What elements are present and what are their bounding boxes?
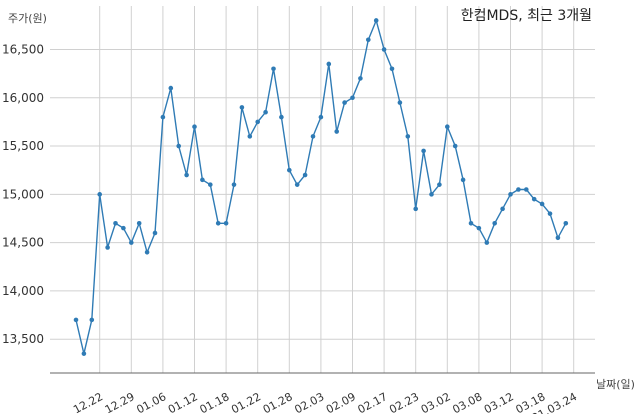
data-point bbox=[129, 240, 134, 245]
data-point bbox=[318, 114, 324, 120]
data-point bbox=[405, 134, 411, 139]
grid bbox=[50, 6, 595, 373]
data-point bbox=[97, 192, 102, 197]
y-tick-label: 14,500 bbox=[2, 236, 44, 250]
data-point bbox=[350, 95, 355, 101]
x-tick-label: 01.22 bbox=[229, 390, 263, 414]
data-point bbox=[271, 66, 276, 72]
data-point bbox=[429, 192, 434, 197]
y-tick-label: 16,500 bbox=[2, 42, 44, 56]
y-tick-label: 15,500 bbox=[2, 139, 44, 153]
data-point bbox=[294, 182, 300, 187]
x-tick-label: 12.29 bbox=[103, 390, 137, 414]
data-point bbox=[468, 221, 474, 226]
data-point bbox=[516, 187, 521, 192]
data-point bbox=[500, 206, 505, 212]
data-point bbox=[555, 235, 561, 241]
data-point bbox=[476, 225, 482, 231]
data-point bbox=[342, 100, 347, 105]
x-tick-label: 12.22 bbox=[71, 390, 105, 414]
data-point bbox=[524, 187, 529, 192]
data-point bbox=[279, 114, 284, 120]
data-point bbox=[381, 47, 387, 52]
data-point bbox=[81, 351, 87, 356]
x-axis-label: 날짜(일) bbox=[596, 377, 635, 391]
data-point bbox=[263, 109, 268, 115]
data-point bbox=[223, 221, 229, 226]
x-tick-label: 01.12 bbox=[166, 390, 200, 414]
data-point bbox=[492, 221, 498, 226]
x-tick-label: 01.18 bbox=[198, 390, 232, 414]
data-point bbox=[160, 114, 166, 120]
data-point bbox=[247, 134, 253, 139]
data-point bbox=[445, 124, 450, 130]
y-tick-label: 15,000 bbox=[2, 187, 44, 201]
data-point bbox=[200, 177, 205, 183]
data-point bbox=[334, 129, 340, 134]
x-tick-labels: 12.2212.2901.0601.1201.1801.2201.2802.03… bbox=[71, 390, 579, 414]
data-point bbox=[192, 124, 197, 130]
x-tick-label: 01.06 bbox=[134, 390, 168, 414]
series bbox=[73, 18, 569, 356]
data-point bbox=[531, 196, 537, 202]
data-point bbox=[136, 221, 142, 226]
data-point bbox=[152, 230, 158, 236]
data-point bbox=[239, 105, 245, 110]
x-tick-label: 02.03 bbox=[292, 390, 326, 414]
x-tick-label: 03.12 bbox=[482, 390, 516, 414]
data-point bbox=[121, 225, 126, 231]
y-tick-label: 14,000 bbox=[2, 284, 44, 298]
y-tick-labels: 13,500 14,000 14,500 15,000 15,500 16,000 16,5… bbox=[2, 42, 44, 346]
x-tick-label: 02.09 bbox=[324, 390, 358, 414]
data-point bbox=[373, 18, 379, 23]
data-point bbox=[366, 37, 371, 43]
data-point bbox=[508, 192, 513, 197]
data-point bbox=[89, 317, 95, 323]
data-point bbox=[437, 182, 442, 187]
data-point bbox=[326, 61, 332, 67]
data-point bbox=[144, 249, 150, 255]
x-tick-label: 01.28 bbox=[261, 390, 295, 414]
data-point bbox=[460, 177, 466, 183]
data-point bbox=[184, 172, 189, 178]
data-point bbox=[563, 221, 569, 226]
data-point bbox=[255, 119, 260, 125]
data-point bbox=[413, 206, 419, 212]
data-point bbox=[547, 211, 553, 216]
data-point bbox=[389, 66, 395, 72]
data-point bbox=[539, 201, 545, 207]
data-point bbox=[73, 317, 79, 323]
data-point bbox=[168, 85, 174, 91]
data-point bbox=[215, 221, 221, 226]
data-point bbox=[397, 100, 403, 105]
data-point bbox=[358, 76, 363, 81]
y-axis-label: 주가(원) bbox=[8, 12, 47, 25]
data-point bbox=[113, 221, 118, 226]
x-tick-label: 03.02 bbox=[419, 390, 453, 414]
x-tick-label: 02.23 bbox=[387, 390, 421, 414]
data-point bbox=[105, 245, 110, 250]
data-point bbox=[452, 143, 458, 149]
data-point bbox=[421, 148, 426, 154]
data-point bbox=[302, 172, 308, 178]
x-tick-label: 02.17 bbox=[356, 390, 390, 414]
data-point bbox=[484, 240, 490, 245]
chart-title: 한컴MDS, 최근 3개월 bbox=[461, 8, 592, 24]
y-tick-label: 16,000 bbox=[2, 91, 44, 105]
data-point bbox=[310, 134, 316, 139]
x-tick-label: 03.08 bbox=[450, 390, 484, 414]
data-point bbox=[208, 182, 213, 187]
y-tick-label: 13,500 bbox=[2, 332, 44, 346]
data-point bbox=[287, 167, 292, 173]
data-point bbox=[231, 182, 237, 187]
data-point bbox=[176, 143, 181, 149]
